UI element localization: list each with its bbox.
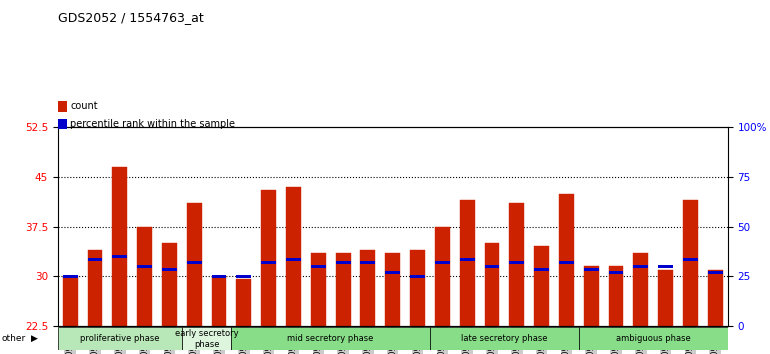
Bar <box>311 265 326 268</box>
Bar <box>435 261 450 264</box>
Bar <box>336 253 350 326</box>
Bar <box>112 167 127 326</box>
Bar <box>385 271 400 274</box>
Text: proliferative phase: proliferative phase <box>80 335 159 343</box>
Bar <box>182 327 232 350</box>
Bar <box>137 227 152 326</box>
Bar <box>658 269 673 326</box>
Bar <box>236 275 251 278</box>
Text: late secretory phase: late secretory phase <box>461 335 547 343</box>
Bar <box>559 261 574 264</box>
Bar <box>236 279 251 326</box>
Bar <box>509 261 524 264</box>
Bar <box>162 243 177 326</box>
Bar <box>634 265 648 268</box>
Bar <box>460 200 474 326</box>
Text: early secretory
phase: early secretory phase <box>175 329 239 349</box>
Bar <box>88 250 102 326</box>
Bar <box>187 204 202 326</box>
Text: other: other <box>2 334 25 343</box>
Bar <box>559 194 574 326</box>
Bar <box>385 253 400 326</box>
Text: ▶: ▶ <box>31 334 38 343</box>
Bar <box>534 246 549 326</box>
Bar <box>534 268 549 271</box>
Bar <box>608 266 624 326</box>
Bar <box>658 265 673 268</box>
Bar <box>708 269 723 326</box>
Bar <box>430 327 579 350</box>
Text: percentile rank within the sample: percentile rank within the sample <box>70 119 235 129</box>
Bar <box>410 250 425 326</box>
Bar <box>212 275 226 278</box>
Text: mid secretory phase: mid secretory phase <box>287 335 374 343</box>
Bar <box>212 276 226 326</box>
Bar <box>311 253 326 326</box>
Bar <box>286 187 301 326</box>
Bar <box>509 204 524 326</box>
Bar <box>579 327 728 350</box>
Bar <box>232 327 430 350</box>
Bar <box>162 268 177 271</box>
Bar <box>137 265 152 268</box>
Bar <box>261 190 276 326</box>
Bar <box>336 261 350 264</box>
Bar <box>435 227 450 326</box>
Bar <box>286 258 301 261</box>
Bar <box>460 258 474 261</box>
Bar <box>360 250 375 326</box>
Text: count: count <box>70 101 98 111</box>
Bar <box>88 258 102 261</box>
Bar <box>484 265 500 268</box>
Bar <box>58 327 182 350</box>
Bar <box>608 271 624 274</box>
Bar <box>360 261 375 264</box>
Bar <box>634 253 648 326</box>
Bar <box>261 261 276 264</box>
Bar <box>484 243 500 326</box>
Bar <box>62 275 78 278</box>
Text: ambiguous phase: ambiguous phase <box>616 335 691 343</box>
Bar <box>708 271 723 274</box>
Bar <box>62 276 78 326</box>
Bar <box>410 275 425 278</box>
Bar <box>683 200 698 326</box>
Bar <box>683 258 698 261</box>
Text: GDS2052 / 1554763_at: GDS2052 / 1554763_at <box>58 11 203 24</box>
Bar <box>112 255 127 258</box>
Bar <box>187 261 202 264</box>
Bar <box>584 266 598 326</box>
Bar <box>584 268 598 271</box>
